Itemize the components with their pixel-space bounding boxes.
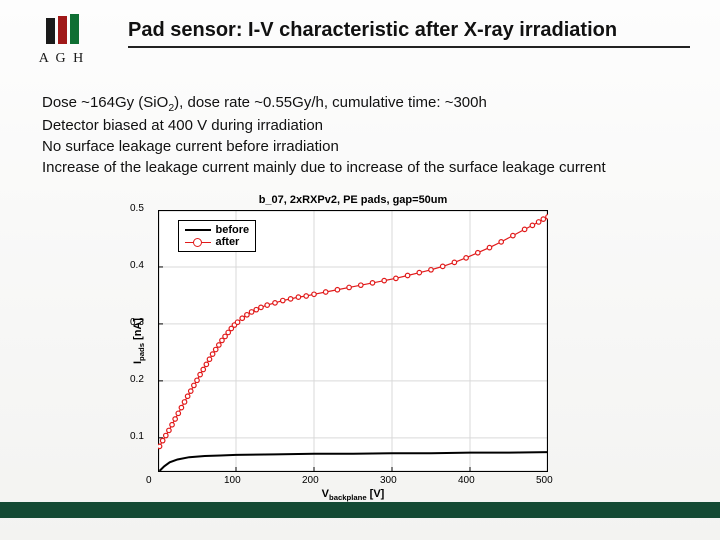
agh-logo: A G H: [32, 12, 92, 75]
xtick-label: 500: [536, 475, 553, 486]
body-line: Dose ~164Gy (SiO2), dose rate ~0.55Gy/h,…: [42, 94, 690, 115]
ytick-label: 0.2: [130, 374, 152, 385]
xtick-label: 400: [458, 475, 475, 486]
legend-label: before: [216, 224, 250, 236]
xtick-label: 100: [224, 475, 241, 486]
slide-header: A G H Pad sensor: I-V characteristic aft…: [0, 12, 720, 84]
body-line: No surface leakage current before irradi…: [42, 138, 690, 157]
xtick-label: 0: [146, 475, 152, 486]
chart-xlabel: Vbackplane [V]: [322, 488, 385, 502]
chart-title: b_07, 2xRXPv2, PE pads, gap=50um: [259, 194, 448, 206]
xtick-label: 300: [380, 475, 397, 486]
iv-chart: b_07, 2xRXPv2, PE pads, gap=50um Ipads […: [158, 210, 548, 472]
body-line: Increase of the leakage current mainly d…: [42, 159, 690, 178]
ytick-label: 0.1: [130, 431, 152, 442]
legend-item: after: [185, 236, 250, 248]
xtick-label: 200: [302, 475, 319, 486]
ytick-label: 0.3: [130, 317, 152, 328]
slide-title: Pad sensor: I-V characteristic after X-r…: [128, 18, 690, 48]
body-line: Detector biased at 400 V during irradiat…: [42, 117, 690, 136]
svg-text:A G H: A G H: [39, 51, 86, 66]
ytick-label: 0.4: [130, 260, 152, 271]
legend-item: before: [185, 224, 250, 236]
legend-label: after: [216, 236, 240, 248]
chart-legend: beforeafter: [178, 220, 257, 252]
footer-bar: [0, 502, 720, 518]
body-bullets: Dose ~164Gy (SiO2), dose rate ~0.55Gy/h,…: [42, 94, 690, 179]
ytick-label: 0.5: [130, 203, 152, 214]
